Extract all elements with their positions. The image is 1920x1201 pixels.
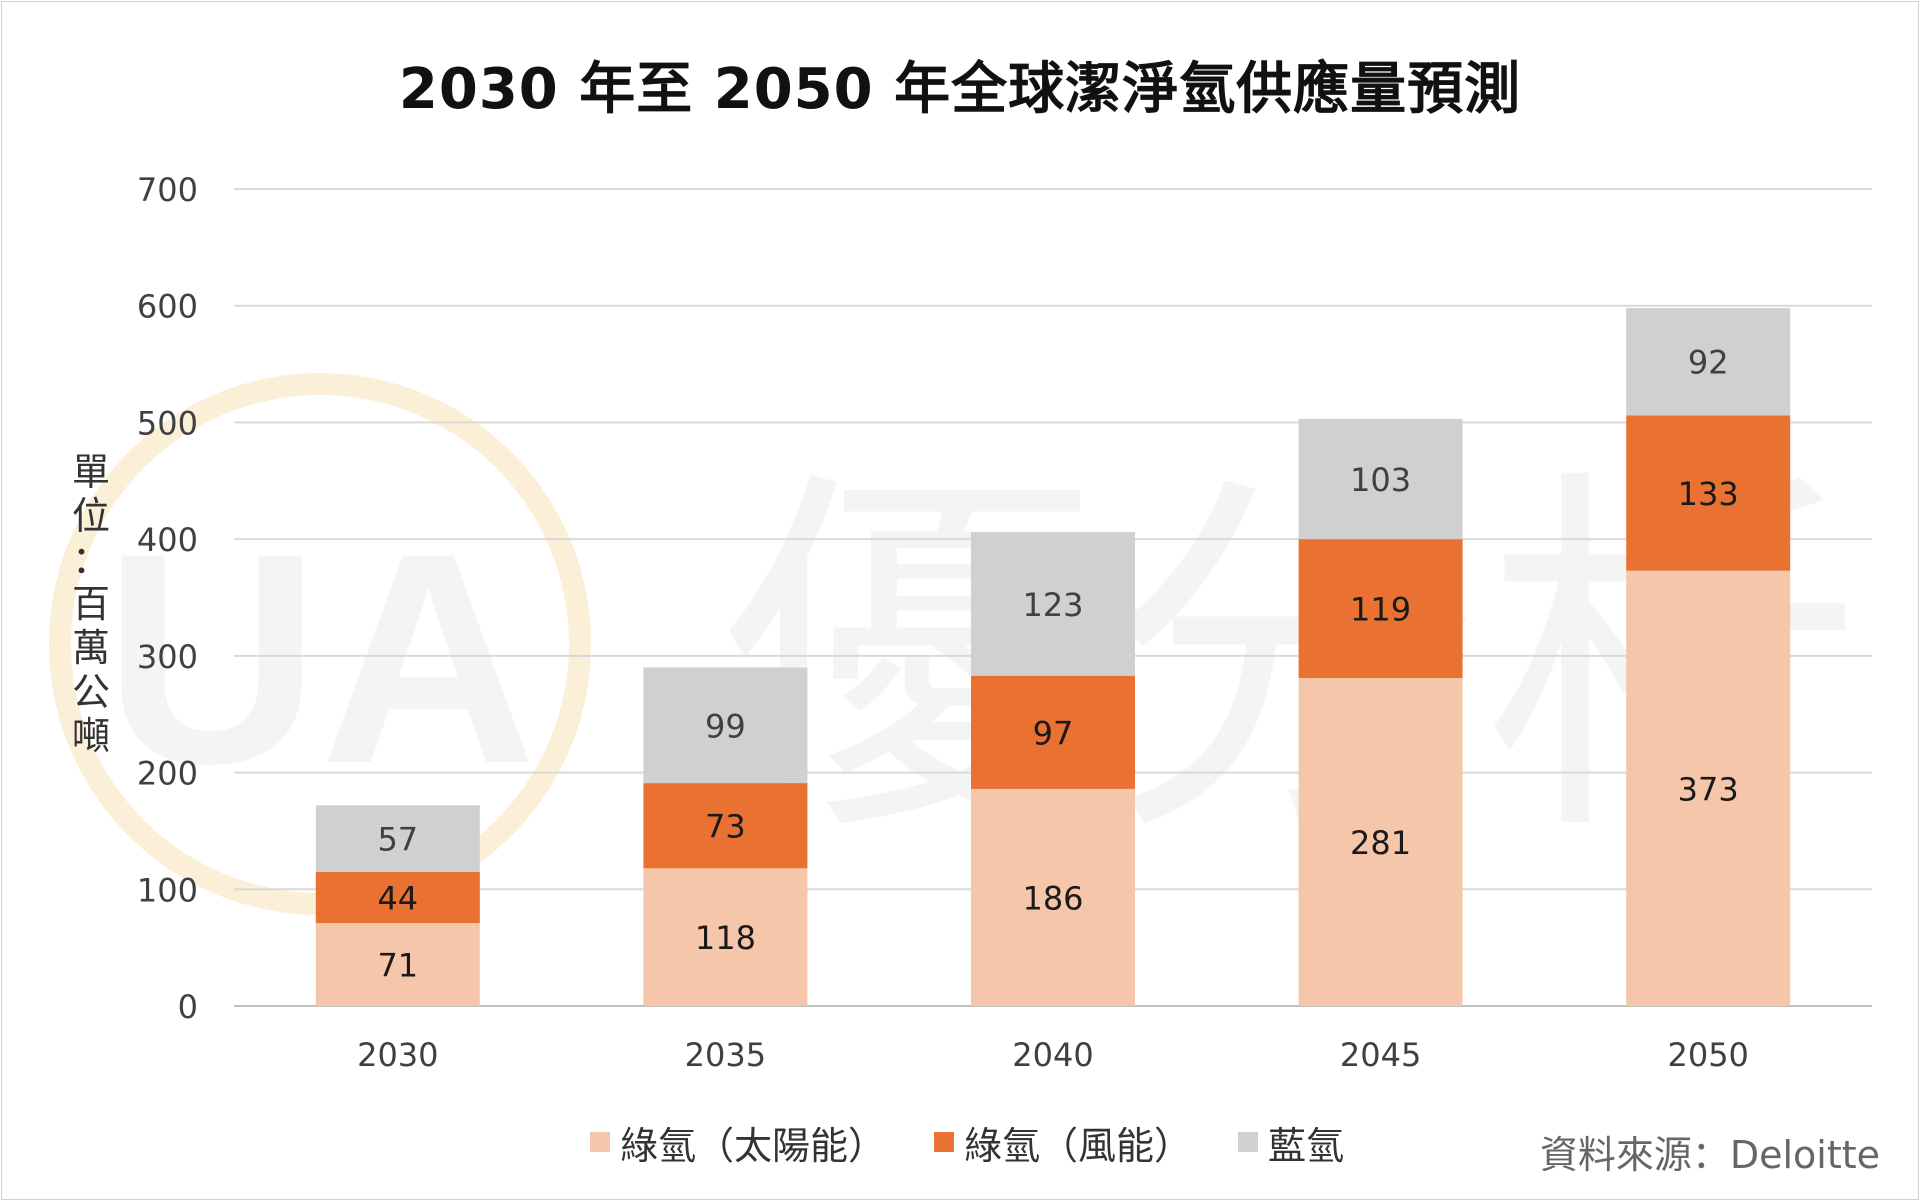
x-tick-label: 2040 [1012, 1036, 1093, 1074]
y-axis-label: 單位：百萬公噸 [66, 450, 116, 758]
y-axis-label-char: 噸 [71, 714, 110, 758]
y-axis-label-char: 位 [71, 494, 110, 538]
y-tick-label: 700 [137, 171, 198, 209]
legend-label: 綠氫（太陽能） [620, 1123, 887, 1168]
bar-segment [1626, 570, 1791, 1006]
data-label: 73 [705, 808, 746, 846]
bar-segment [1298, 539, 1463, 679]
data-label: 103 [1350, 461, 1411, 499]
y-tick-label: 200 [137, 755, 198, 793]
bar-chart: 0 100 200 300 400 500 600 700 71 44 57 2030 118 73 99 2… [137, 171, 1872, 1074]
bar-segment [315, 871, 480, 924]
bar-segment [1626, 308, 1791, 416]
source-note: 資料來源：Deloitte [1539, 1133, 1880, 1177]
y-tick-label: 300 [137, 638, 198, 676]
data-label: 71 [377, 947, 418, 985]
y-tick-label: 500 [137, 404, 198, 442]
legend-swatch [934, 1132, 954, 1152]
data-label: 186 [1022, 879, 1083, 917]
data-label: 92 [1688, 344, 1729, 382]
data-label: 123 [1022, 586, 1083, 624]
bar-segment [643, 667, 808, 784]
y-tick-label: 600 [137, 288, 198, 326]
legend-swatch [1238, 1132, 1258, 1152]
bar-segment [643, 868, 808, 1006]
bar-segment [971, 532, 1135, 676]
bar-segment [643, 783, 808, 869]
legend-label: 綠氫（風能） [964, 1123, 1193, 1168]
bar-segment [315, 923, 480, 1006]
legend-item: 綠氫（風能） [934, 1114, 1192, 1170]
x-tick-label: 2050 [1667, 1036, 1748, 1074]
legend: 綠氫（太陽能） 綠氫（風能） 藍氫 [2, 1114, 1918, 1170]
bar-segment [315, 805, 480, 872]
y-axis-label-char: 公 [71, 670, 110, 714]
y-tick-label: 100 [137, 871, 198, 909]
y-axis-label-char: 萬 [71, 626, 110, 670]
x-tick-label: 2045 [1340, 1036, 1421, 1074]
data-label: 118 [695, 919, 756, 957]
bar-segment [1298, 678, 1463, 1006]
bar-segment [971, 675, 1135, 789]
legend-swatch [590, 1132, 610, 1152]
data-label: 99 [705, 707, 746, 745]
y-tick-label: 400 [137, 521, 198, 559]
data-label: 44 [377, 879, 418, 917]
data-label: 281 [1350, 824, 1411, 862]
x-tick-label: 2035 [685, 1036, 766, 1074]
chart-title: 2030 年至 2050 年全球潔淨氫供應量預測 [398, 57, 1522, 122]
data-label: 373 [1678, 770, 1739, 808]
y-tick-label: 0 [178, 988, 198, 1026]
y-axis-label-char: 百 [71, 582, 110, 626]
data-label: 119 [1350, 591, 1411, 629]
y-axis-label-char: ： [71, 538, 110, 582]
x-tick-label: 2030 [357, 1036, 438, 1074]
bar-segment [1298, 418, 1463, 540]
legend-item: 綠氫（太陽能） [590, 1114, 886, 1170]
data-label: 133 [1678, 475, 1739, 513]
legend-label: 藍氫 [1268, 1123, 1345, 1168]
legend-item: 藍氫 [1238, 1114, 1344, 1170]
bar-segment [971, 788, 1135, 1006]
y-axis-label-char: 單 [71, 450, 110, 494]
bar-segment [1626, 415, 1791, 571]
data-label: 97 [1033, 714, 1074, 752]
data-label: 57 [377, 821, 418, 859]
